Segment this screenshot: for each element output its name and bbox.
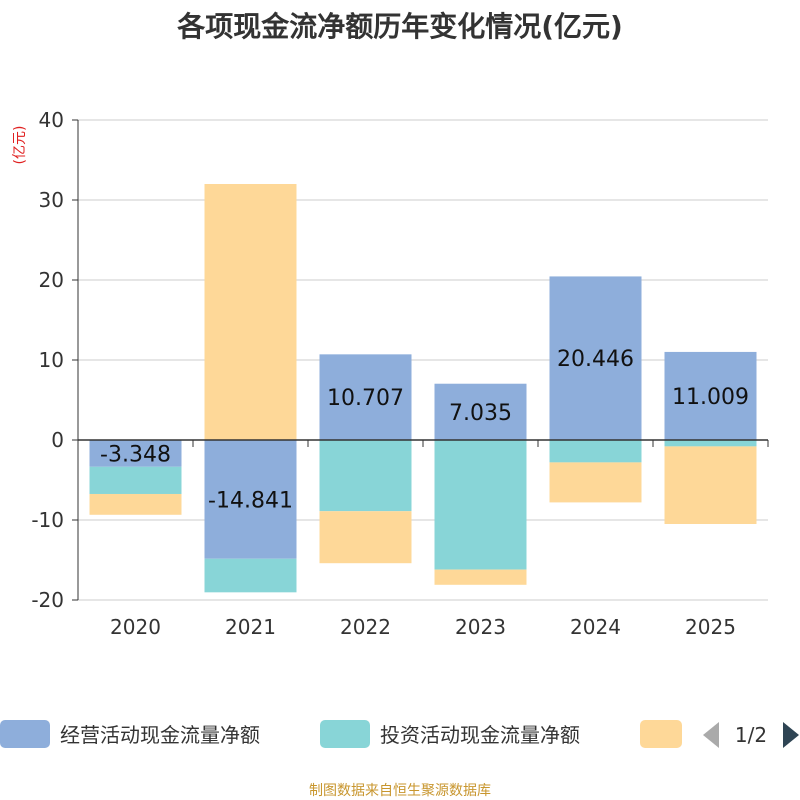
bars-layer (89, 184, 757, 593)
y-tick-label: 40 (39, 108, 64, 132)
legend: 经营活动现金流量净额 投资活动现金流量净额 1/2 (0, 720, 799, 748)
data-label: 7.035 (449, 401, 512, 426)
legend-swatch-financing (640, 720, 682, 748)
bar-operating (664, 351, 757, 440)
bar-investing (549, 440, 642, 463)
bar-financing (89, 493, 182, 515)
bar-investing (204, 558, 297, 593)
y-tick-label: 30 (39, 188, 64, 212)
bar-financing (549, 462, 642, 503)
triangle-left-icon[interactable] (703, 722, 719, 748)
data-labels-layer: -3.348 -14.841 10.707 7.035 20.446 11.009 (100, 347, 749, 513)
data-label: -3.348 (100, 442, 171, 467)
data-label: -14.841 (208, 488, 293, 513)
chart-title: 各项现金流净额历年变化情况(亿元) (176, 10, 623, 43)
y-tick-label: 0 (51, 428, 64, 452)
data-label: 10.707 (327, 386, 404, 411)
bar-financing (434, 569, 527, 585)
source-note: 制图数据来自恒生聚源数据库 (309, 783, 491, 799)
bar-investing (664, 440, 757, 447)
y-tick-label: -20 (31, 588, 64, 612)
bar-operating (204, 440, 297, 559)
legend-swatch-operating (0, 720, 50, 748)
legend-label-operating: 经营活动现金流量净额 (60, 723, 260, 747)
legend-item-operating[interactable]: 经营活动现金流量净额 (0, 720, 260, 748)
bar-financing (664, 446, 757, 524)
legend-page-indicator: 1/2 (735, 723, 767, 747)
x-tick-label: 2020 (110, 615, 161, 639)
bar-operating (549, 276, 642, 440)
triangle-right-icon[interactable] (783, 722, 799, 748)
bar-financing (204, 184, 297, 440)
axes-layer: -20 -10 0 10 20 30 40 2020 2021 2022 2023 2024 2025 (31, 108, 769, 639)
legend-item-investing[interactable]: 投资活动现金流量净额 (320, 720, 580, 748)
x-tick-label: 2022 (340, 615, 391, 639)
x-tick-label: 2024 (570, 615, 621, 639)
grid-lines (78, 119, 768, 601)
legend-label-investing: 投资活动现金流量净额 (380, 723, 580, 747)
y-axis-unit-label: (亿元) (12, 126, 28, 165)
bar-operating (319, 354, 412, 440)
bar-investing (434, 440, 527, 570)
y-tick-label: -10 (31, 508, 64, 532)
bar-operating (89, 440, 182, 467)
legend-item-financing[interactable] (640, 720, 682, 748)
data-label: 20.446 (557, 347, 634, 372)
x-tick-label: 2023 (455, 615, 506, 639)
bar-operating (434, 383, 527, 440)
x-tick-label: 2025 (685, 615, 736, 639)
y-tick-label: 20 (39, 268, 64, 292)
bar-investing (89, 466, 182, 494)
x-tick-label: 2021 (225, 615, 276, 639)
legend-swatch-investing (320, 720, 370, 748)
y-tick-label: 10 (39, 348, 64, 372)
bar-investing (319, 440, 412, 512)
bar-financing (319, 511, 412, 564)
data-label: 11.009 (672, 385, 749, 410)
